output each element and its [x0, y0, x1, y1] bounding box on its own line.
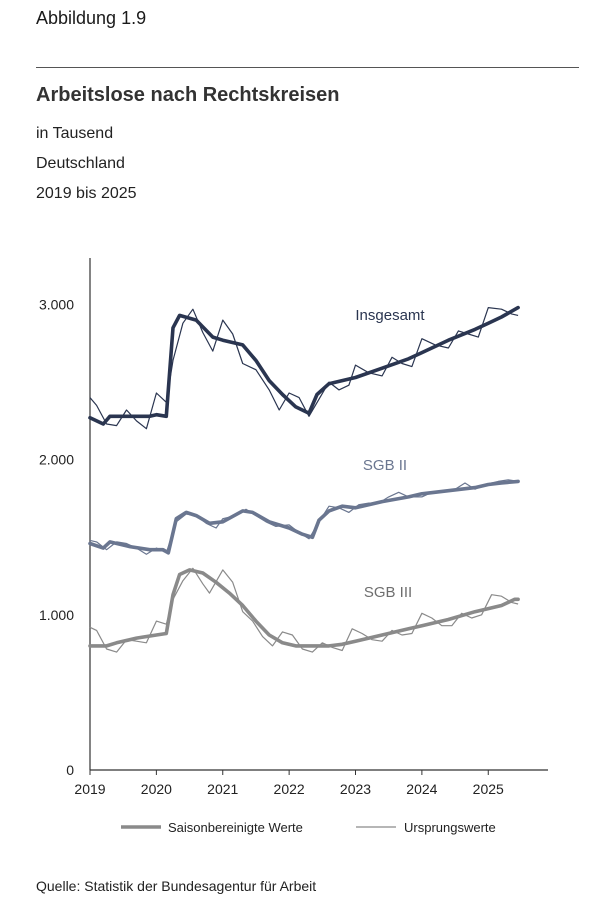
- legend-label-original: Ursprungswerte: [404, 820, 496, 835]
- x-tick-label-0: 2019: [74, 781, 105, 797]
- y-tick-label-0: 0: [66, 762, 74, 778]
- chart-title: Arbeitslose nach Rechtskreisen: [36, 84, 340, 106]
- header-rule: [36, 67, 579, 68]
- series-sgb-iii-original-line: [89, 567, 519, 653]
- chart-subtitle-unit: in Tausend: [36, 125, 114, 142]
- x-tick-label-4: 2023: [340, 781, 371, 797]
- series-insgesamt-original-line: [89, 307, 519, 430]
- series-label-sgb-ii: SGB II: [363, 457, 407, 474]
- figure-label: Abbildung 1.9: [36, 8, 147, 28]
- y-tick-label-2: 2.000: [39, 452, 74, 468]
- series-sgb-ii-seasonal-line: [88, 479, 520, 555]
- legend-label-seasonal: Saisonbereinigte Werte: [168, 820, 303, 835]
- y-tick-label-1: 1.000: [39, 607, 74, 623]
- chart-subtitle-region: Deutschland: [36, 155, 125, 172]
- x-tick-label-2: 2021: [207, 781, 238, 797]
- x-tick-label-6: 2025: [473, 781, 504, 797]
- x-tick-label-5: 2024: [406, 781, 437, 797]
- series-label-insgesamt: Insgesamt: [355, 307, 425, 324]
- x-tick-label-1: 2020: [141, 781, 172, 797]
- y-tick-label-3: 3.000: [39, 297, 74, 313]
- source-note: Quelle: Statistik der Bundesagentur für …: [36, 878, 317, 894]
- series-insgesamt-seasonal-line: [88, 305, 520, 426]
- series-label-sgb-iii: SGB III: [364, 584, 412, 601]
- x-tick-label-3: 2022: [274, 781, 305, 797]
- chart-subtitle-period: 2019 bis 2025: [36, 185, 137, 202]
- series-sgb-iii-seasonal-line: [88, 568, 520, 648]
